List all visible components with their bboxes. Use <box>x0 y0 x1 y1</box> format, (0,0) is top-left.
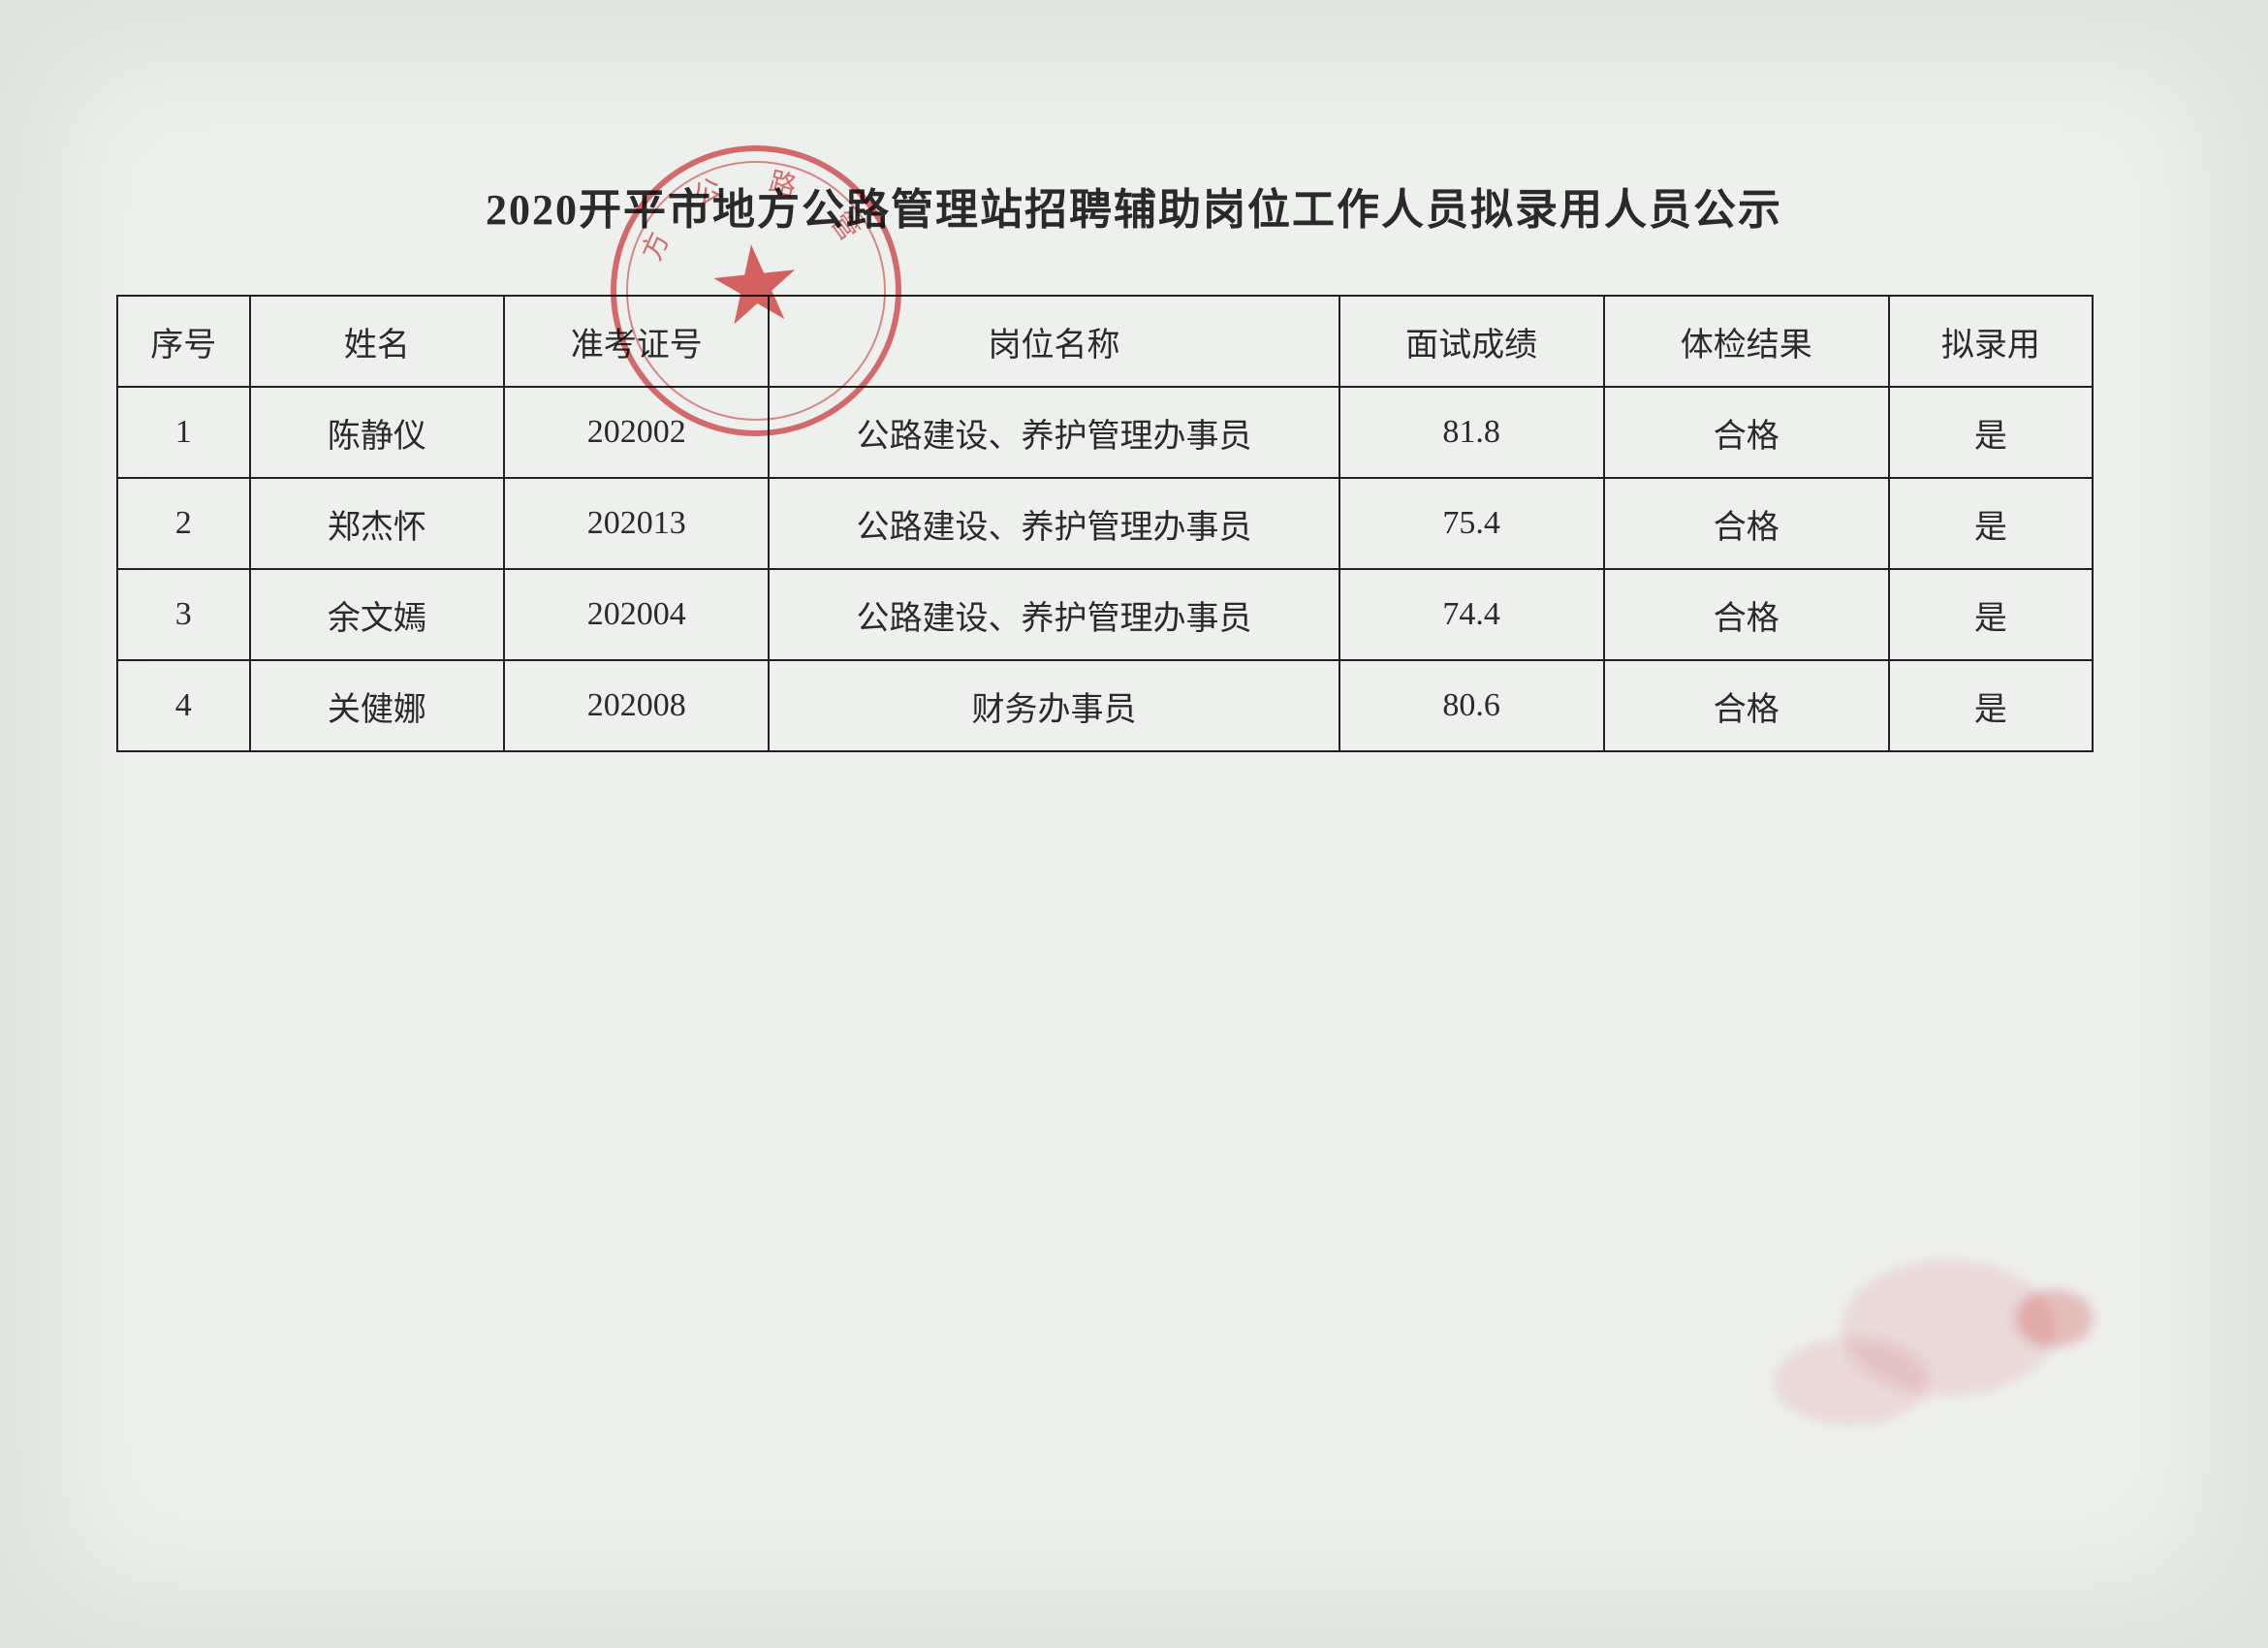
table-row: 4 关健娜 202008 财务办事员 80.6 合格 是 <box>117 660 2093 751</box>
cell-seq: 1 <box>117 387 250 478</box>
table-header-row: 序号 姓名 准考证号 岗位名称 面试成绩 体检结果 拟录用 <box>117 296 2093 387</box>
cell-hire: 是 <box>1889 387 2093 478</box>
cell-post: 公路建设、养护管理办事员 <box>769 569 1339 660</box>
cell-check: 合格 <box>1604 387 1889 478</box>
cell-hire: 是 <box>1889 569 2093 660</box>
table-row: 2 郑杰怀 202013 公路建设、养护管理办事员 75.4 合格 是 <box>117 478 2093 569</box>
cell-post: 公路建设、养护管理办事员 <box>769 478 1339 569</box>
cell-score: 75.4 <box>1339 478 1604 569</box>
cell-check: 合格 <box>1604 569 1889 660</box>
cell-post: 财务办事员 <box>769 660 1339 751</box>
cell-name: 陈静仪 <box>250 387 505 478</box>
cell-seq: 3 <box>117 569 250 660</box>
table-row: 3 余文嫣 202004 公路建设、养护管理办事员 74.4 合格 是 <box>117 569 2093 660</box>
cell-check: 合格 <box>1604 478 1889 569</box>
col-header-post: 岗位名称 <box>769 296 1339 387</box>
cell-seq: 4 <box>117 660 250 751</box>
col-header-name: 姓名 <box>250 296 505 387</box>
cell-hire: 是 <box>1889 478 2093 569</box>
col-header-score: 面试成绩 <box>1339 296 1604 387</box>
cell-name: 关健娜 <box>250 660 505 751</box>
cell-exam: 202008 <box>504 660 769 751</box>
cell-check: 合格 <box>1604 660 1889 751</box>
cell-exam: 202004 <box>504 569 769 660</box>
ink-smudge <box>1774 1338 1929 1425</box>
cell-score: 80.6 <box>1339 660 1604 751</box>
cell-score: 74.4 <box>1339 569 1604 660</box>
cell-name: 余文嫣 <box>250 569 505 660</box>
col-header-seq: 序号 <box>117 296 250 387</box>
cell-exam: 202002 <box>504 387 769 478</box>
cell-post: 公路建设、养护管理办事员 <box>769 387 1339 478</box>
col-header-check: 体检结果 <box>1604 296 1889 387</box>
cell-hire: 是 <box>1889 660 2093 751</box>
document-page: ★ 方 公 路 管 2020开平市地方公路管理站招聘辅助岗位工作人员拟录用人员公… <box>97 58 2171 752</box>
document-title: 2020开平市地方公路管理站招聘辅助岗位工作人员拟录用人员公示 <box>97 174 2171 237</box>
candidates-table: 序号 姓名 准考证号 岗位名称 面试成绩 体检结果 拟录用 1 陈静仪 2020… <box>116 295 2094 752</box>
cell-score: 81.8 <box>1339 387 1604 478</box>
col-header-exam: 准考证号 <box>504 296 769 387</box>
cell-name: 郑杰怀 <box>250 478 505 569</box>
cell-exam: 202013 <box>504 478 769 569</box>
cell-seq: 2 <box>117 478 250 569</box>
ink-smudge <box>2016 1289 2094 1347</box>
col-header-hire: 拟录用 <box>1889 296 2093 387</box>
table-row: 1 陈静仪 202002 公路建设、养护管理办事员 81.8 合格 是 <box>117 387 2093 478</box>
